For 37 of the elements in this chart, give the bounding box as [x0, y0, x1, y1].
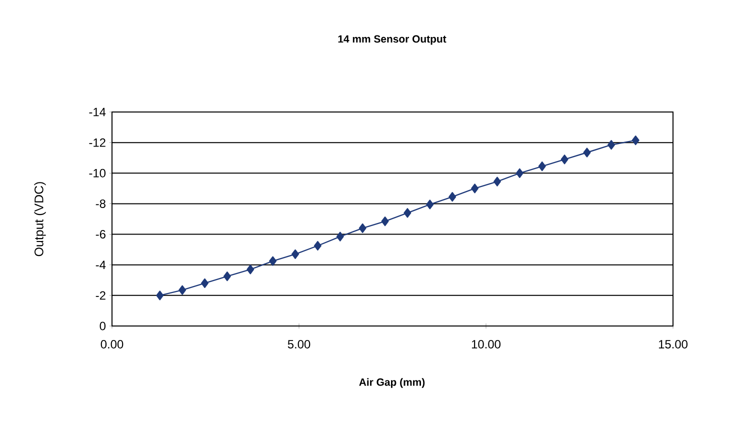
- y-tick-label: -2: [96, 291, 106, 300]
- point: [381, 216, 389, 226]
- point: [178, 285, 186, 295]
- point: [632, 135, 640, 146]
- y-axis-title: Output (VDC): [34, 182, 46, 256]
- point: [538, 161, 546, 172]
- y-tick-label: -6: [96, 230, 106, 239]
- point: [404, 208, 412, 218]
- point: [246, 264, 254, 274]
- point: [358, 223, 366, 233]
- point: [608, 140, 616, 150]
- x-tick-label: 5.00: [288, 340, 310, 348]
- point: [583, 148, 591, 158]
- y-tick-label: -14: [89, 108, 106, 116]
- point: [426, 200, 434, 210]
- y-tick-label: -8: [96, 199, 106, 208]
- y-tick-label: -10: [89, 168, 106, 178]
- point: [336, 232, 344, 242]
- point: [471, 184, 479, 194]
- y-tick-label: 0: [100, 322, 106, 330]
- point: [560, 154, 568, 164]
- point: [493, 176, 501, 186]
- point: [516, 168, 524, 178]
- point: [223, 272, 231, 282]
- x-tick-label: 0.00: [100, 340, 124, 348]
- point: [156, 290, 164, 300]
- y-tick-label: -12: [89, 138, 106, 147]
- x-tick-label: 10.00: [472, 340, 500, 348]
- x-axis-title: Air Gap (mm): [359, 378, 425, 388]
- x-tick-label: 15.00: [658, 340, 688, 348]
- chart-title: 14 mm Sensor Output: [338, 35, 446, 45]
- point: [292, 249, 300, 259]
- y-tick-label: -4: [96, 260, 106, 269]
- point: [314, 240, 322, 251]
- point: [201, 278, 208, 288]
- point: [269, 256, 277, 266]
- point: [448, 192, 456, 202]
